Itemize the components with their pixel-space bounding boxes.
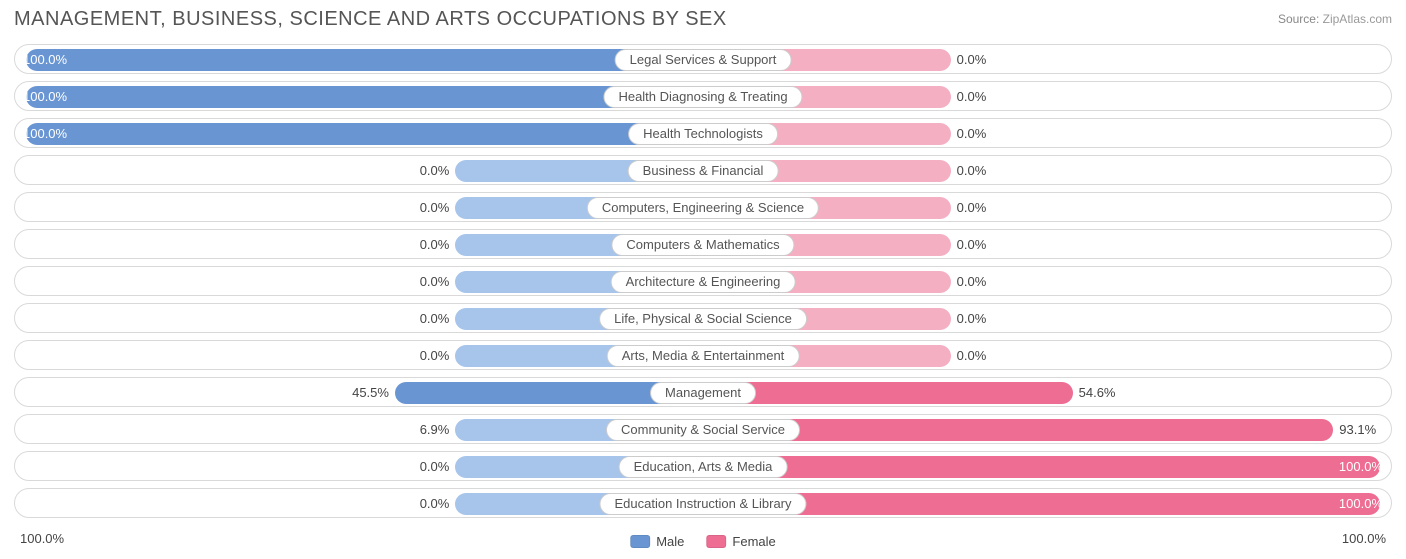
male-value: 0.0% <box>420 489 450 519</box>
legend-item-female: Female <box>706 534 775 549</box>
legend-item-male: Male <box>630 534 684 549</box>
chart-area: 100.0%0.0%Legal Services & Support100.0%… <box>14 44 1392 525</box>
male-value: 45.5% <box>352 378 389 408</box>
female-value: 0.0% <box>957 267 987 297</box>
chart-row: 100.0% 0.0% Legal Services & Support <box>14 44 1392 74</box>
male-value: 100.0% <box>23 119 67 149</box>
chart-row: 0.0% 0.0% Life, Physical & Social Science <box>14 303 1392 333</box>
chart-row: 0.0% 100.0% Education Instruction & Librar… <box>14 488 1392 518</box>
category-label: Arts, Media & Entertainment <box>607 345 800 367</box>
male-bar <box>26 123 703 145</box>
female-value: 0.0% <box>957 341 987 371</box>
chart-row: 0.0% 100.0% Education, Arts & Media <box>14 451 1392 481</box>
male-value: 100.0% <box>23 82 67 112</box>
male-value: 0.0% <box>420 452 450 482</box>
chart-title: MANAGEMENT, BUSINESS, SCIENCE AND ARTS O… <box>14 8 727 31</box>
chart-source: Source: ZipAtlas.com <box>1278 12 1392 26</box>
category-label: Computers & Mathematics <box>611 234 794 256</box>
female-value: 0.0% <box>957 45 987 75</box>
chart-row: 0.0% 0.0% Arts, Media & Entertainment <box>14 340 1392 370</box>
chart-row: 0.0% 0.0% Computers & Mathematics <box>14 229 1392 259</box>
female-value: 100.0% <box>1339 489 1383 519</box>
female-bar <box>703 456 1380 478</box>
female-value: 54.6% <box>1079 378 1116 408</box>
legend-swatch-male <box>630 535 650 548</box>
female-value: 0.0% <box>957 119 987 149</box>
category-label: Education Instruction & Library <box>599 493 806 515</box>
male-value: 100.0% <box>23 45 67 75</box>
male-value: 0.0% <box>420 267 450 297</box>
female-value: 0.0% <box>957 230 987 260</box>
chart-row: 0.0% 0.0% Architecture & Engineering <box>14 266 1392 296</box>
category-label: Computers, Engineering & Science <box>587 197 819 219</box>
male-bar <box>26 86 703 108</box>
chart-row: 0.0% 0.0% Computers, Engineering & Science <box>14 192 1392 222</box>
category-label: Architecture & Engineering <box>611 271 796 293</box>
source-label: Source: <box>1278 12 1319 26</box>
legend-label-male: Male <box>656 534 684 549</box>
chart-row: 6.9% 93.1% Community & Social Service <box>14 414 1392 444</box>
male-value: 6.9% <box>420 415 450 445</box>
legend-swatch-female <box>706 535 726 548</box>
male-value: 0.0% <box>420 341 450 371</box>
male-value: 0.0% <box>420 304 450 334</box>
female-bar <box>703 382 1073 404</box>
axis-right-label: 100.0% <box>1342 531 1386 546</box>
category-label: Management <box>650 382 756 404</box>
source-value: ZipAtlas.com <box>1323 12 1392 26</box>
female-value: 93.1% <box>1339 415 1376 445</box>
axis-left-label: 100.0% <box>20 531 64 546</box>
category-label: Health Technologists <box>628 123 778 145</box>
female-value: 100.0% <box>1339 452 1383 482</box>
male-bar <box>26 49 703 71</box>
female-value: 0.0% <box>957 193 987 223</box>
category-label: Health Diagnosing & Treating <box>603 86 802 108</box>
male-value: 0.0% <box>420 156 450 186</box>
chart-row: 0.0% 0.0% Business & Financial <box>14 155 1392 185</box>
category-label: Life, Physical & Social Science <box>599 308 807 330</box>
male-value: 0.0% <box>420 230 450 260</box>
category-label: Business & Financial <box>628 160 779 182</box>
chart-row: 45.5% 54.6% Management <box>14 377 1392 407</box>
female-value: 0.0% <box>957 82 987 112</box>
category-label: Community & Social Service <box>606 419 800 441</box>
chart-row: 100.0% 0.0% Health Diagnosing & Treating <box>14 81 1392 111</box>
female-value: 0.0% <box>957 156 987 186</box>
category-label: Legal Services & Support <box>615 49 792 71</box>
category-label: Education, Arts & Media <box>619 456 788 478</box>
legend: Male Female <box>630 534 776 549</box>
male-value: 0.0% <box>420 193 450 223</box>
legend-label-female: Female <box>732 534 775 549</box>
chart-container: MANAGEMENT, BUSINESS, SCIENCE AND ARTS O… <box>0 0 1406 559</box>
chart-row: 100.0% 0.0% Health Technologists <box>14 118 1392 148</box>
female-value: 0.0% <box>957 304 987 334</box>
